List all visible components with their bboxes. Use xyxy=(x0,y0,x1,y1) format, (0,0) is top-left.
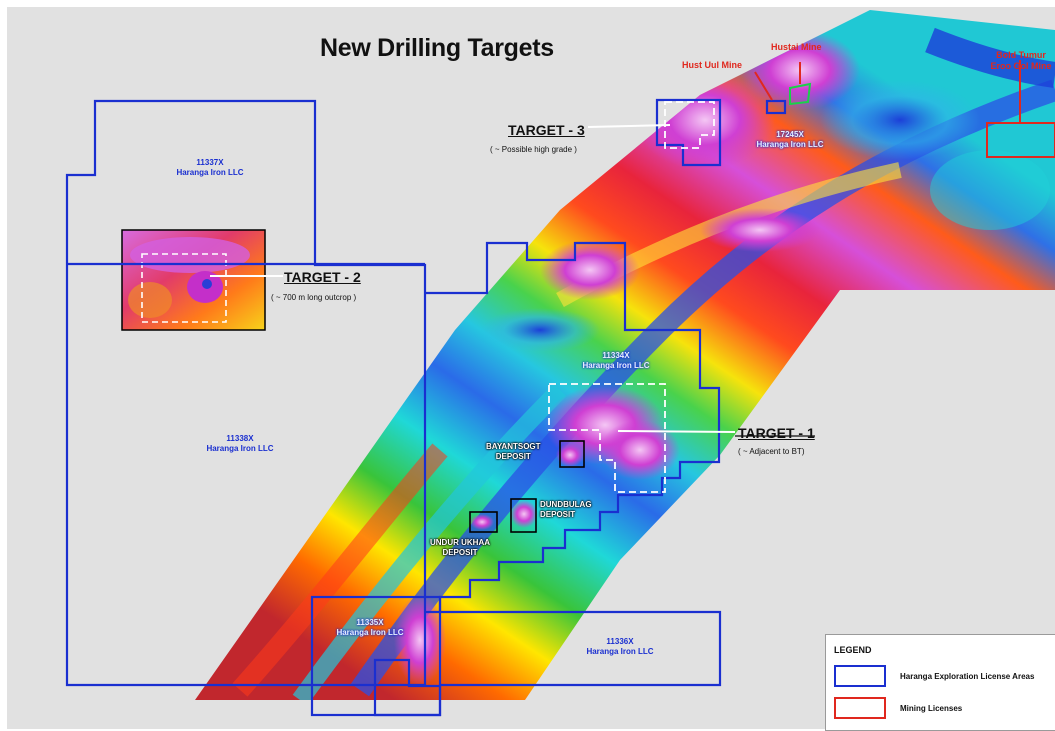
license-id: 11335X xyxy=(356,618,384,627)
deposit-label-dundbulag: DUNDBULAG DEPOSIT xyxy=(540,500,592,519)
target-3-label: TARGET - 3 xyxy=(508,122,585,138)
license-boundary-inner xyxy=(373,658,442,717)
map-title: New Drilling Targets xyxy=(320,34,554,62)
target-3-outline xyxy=(664,101,715,149)
legend-swatch-exploration xyxy=(834,665,886,687)
deposit-label-undur-ukhaa: UNDUR UKHAA DEPOSIT xyxy=(430,538,490,557)
license-owner: Haranga Iron LLC xyxy=(206,444,274,453)
target-1-note: ( ~ Adjacent to BT) xyxy=(738,447,805,456)
dundbulag-box xyxy=(510,498,537,533)
target-3-leader xyxy=(587,124,671,128)
target-1-label: TARGET - 1 xyxy=(738,425,815,441)
target-2-label: TARGET - 2 xyxy=(284,269,361,285)
license-boundary-11336x xyxy=(440,610,722,687)
license-owner: Haranga Iron LLC xyxy=(586,647,654,656)
license-label-11334x: 11334X Haranga Iron LLC xyxy=(556,351,676,371)
legend-label-mining: Mining Licenses xyxy=(900,704,963,713)
license-owner: Haranga Iron LLC xyxy=(756,140,824,149)
target-3-note: ( ~ Possible high grade ) xyxy=(490,145,577,154)
bayantsogt-box xyxy=(559,440,585,468)
license-id: 11336X xyxy=(606,637,634,646)
license-label-11336x: 11336X Haranga Iron LLC xyxy=(560,637,680,657)
license-id: 11338X xyxy=(226,434,254,443)
undur-ukhaa-box xyxy=(469,511,498,533)
legend: LEGEND Haranga Exploration License Areas… xyxy=(825,634,1055,731)
target-1-outline xyxy=(548,383,666,493)
mining-licenses xyxy=(754,60,1055,158)
deposit-label-bayantsogt: BAYANTSOGT DEPOSIT xyxy=(486,442,541,461)
license-owner: Haranga Iron LLC xyxy=(176,168,244,177)
legend-title: LEGEND xyxy=(834,645,872,655)
legend-label-exploration: Haranga Exploration License Areas xyxy=(900,672,1035,681)
deposit-boxes xyxy=(469,440,585,533)
license-label-11337x: 11337X Haranga Iron LLC xyxy=(150,158,270,178)
license-boundary-11334x xyxy=(425,241,721,614)
legend-swatch-mining xyxy=(834,697,886,719)
mine-label-hust-uul: Hust Uul Mine xyxy=(682,60,742,70)
target-1-leader xyxy=(617,430,736,433)
license-id: 17245X xyxy=(776,130,804,139)
license-boundaries xyxy=(65,98,787,717)
mine-label-bold-tumur: Bold Tumur Eroo Gol Mine xyxy=(990,50,1052,71)
license-boundary-17245x-b xyxy=(765,99,787,115)
target-2-inset xyxy=(121,229,266,331)
license-label-17245x: 17245X Haranga Iron LLC xyxy=(730,130,850,150)
mine-label-hustai: Hustai Mine xyxy=(771,42,822,52)
target-2-note: ( ~ 700 m long outcrop ) xyxy=(271,293,357,302)
leader-hust-uul xyxy=(754,71,773,101)
license-owner: Haranga Iron LLC xyxy=(582,361,650,370)
license-owner: Haranga Iron LLC xyxy=(336,628,404,637)
mining-license-hustai xyxy=(789,82,812,106)
license-id: 11334X xyxy=(602,351,630,360)
license-label-11338x: 11338X Haranga Iron LLC xyxy=(180,434,300,454)
target-leaders xyxy=(210,124,736,433)
license-id: 11337X xyxy=(196,158,224,167)
license-boundary-17245x-a xyxy=(655,98,722,167)
target-outlines xyxy=(548,101,715,493)
license-label-11335x: 11335X Haranga Iron LLC xyxy=(310,618,430,638)
